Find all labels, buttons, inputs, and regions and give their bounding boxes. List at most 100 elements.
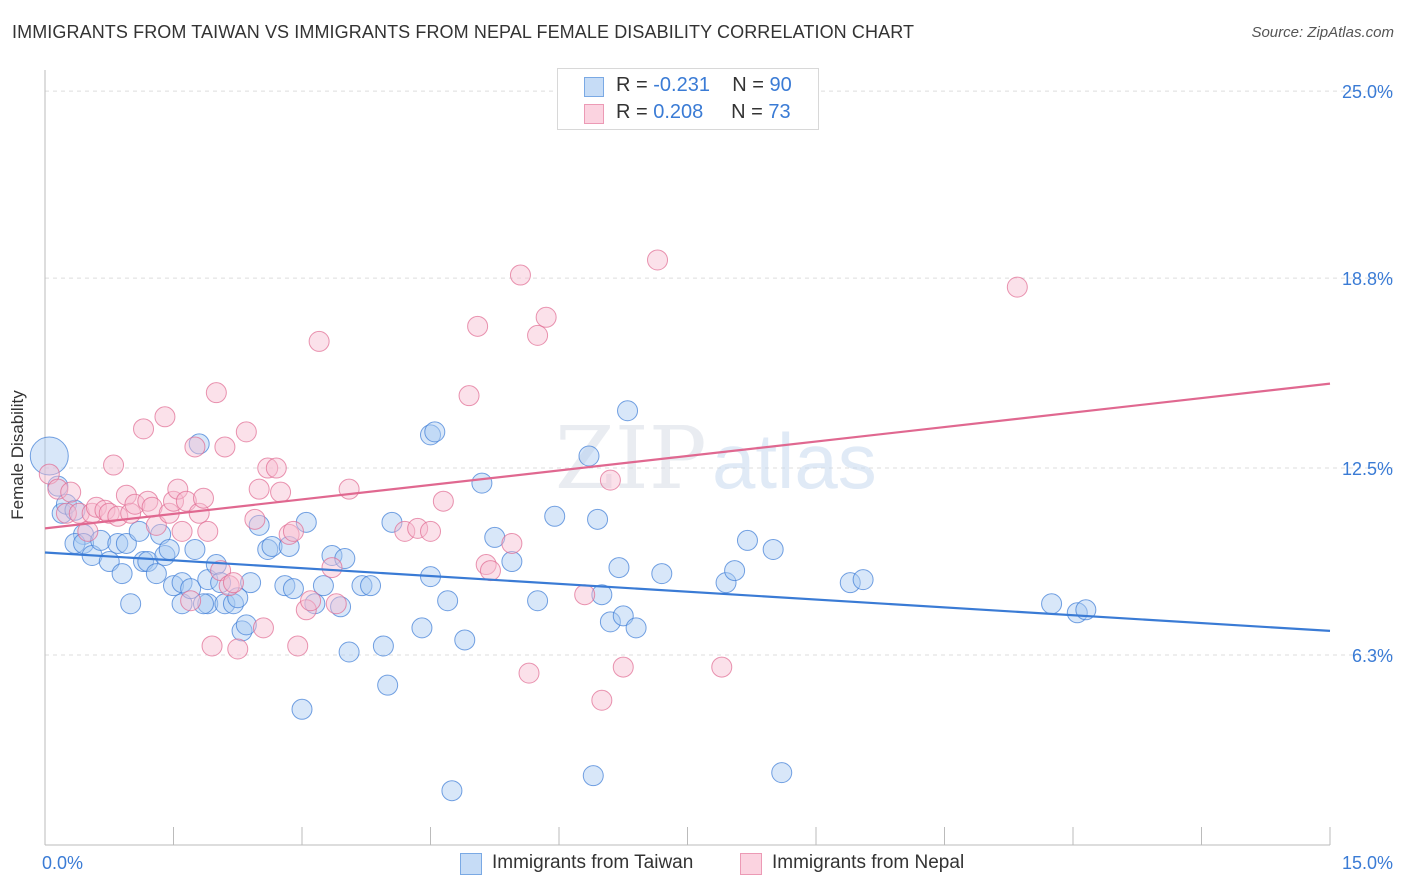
data-point xyxy=(437,590,459,612)
x-tick-label: 0.0% xyxy=(42,853,83,873)
series-nepal xyxy=(38,249,1028,711)
data-point xyxy=(1006,276,1028,298)
data-point xyxy=(599,611,621,633)
legend-label-nepal: Immigrants from Nepal xyxy=(772,852,965,873)
data-point xyxy=(291,698,313,720)
data-point xyxy=(188,433,210,455)
tick-labels: 6.3% 12.5% 18.8% 25.0% 0.0% 15.0% xyxy=(42,82,1393,873)
data-point xyxy=(128,520,150,542)
data-point xyxy=(278,523,300,545)
data-point xyxy=(467,315,489,337)
gridlines xyxy=(45,90,1395,656)
data-point xyxy=(73,532,95,554)
data-point xyxy=(201,635,223,657)
trend-line xyxy=(44,382,1331,530)
r-label: R = xyxy=(616,74,654,96)
data-point xyxy=(715,572,737,594)
data-point xyxy=(282,520,304,542)
y-tick-label: 12.5% xyxy=(1342,459,1393,479)
n-value-taiwan: 90 xyxy=(769,74,792,96)
data-point xyxy=(599,469,621,491)
data-point xyxy=(295,511,317,533)
data-point xyxy=(192,487,214,509)
data-point xyxy=(325,593,347,615)
data-point xyxy=(257,457,279,479)
data-point xyxy=(651,563,673,585)
data-point xyxy=(244,508,266,530)
data-point xyxy=(617,400,639,422)
data-point xyxy=(205,382,227,404)
data-point xyxy=(214,436,236,458)
data-point xyxy=(736,529,758,551)
data-point xyxy=(724,560,746,582)
data-point xyxy=(180,578,202,600)
data-point xyxy=(210,572,232,594)
data-point xyxy=(471,472,493,494)
data-point xyxy=(612,656,634,678)
data-point xyxy=(578,445,600,467)
data-point xyxy=(137,551,159,573)
data-point xyxy=(29,436,69,476)
data-point xyxy=(647,249,669,271)
data-point xyxy=(133,551,155,573)
data-point xyxy=(587,508,609,530)
data-point xyxy=(154,406,176,428)
data-point xyxy=(257,538,279,560)
y-tick-label: 6.3% xyxy=(1352,646,1393,666)
data-point xyxy=(407,517,429,539)
data-point xyxy=(103,454,125,476)
data-point xyxy=(501,532,523,554)
data-point xyxy=(218,575,240,597)
data-point xyxy=(338,641,360,663)
data-point xyxy=(420,520,441,542)
data-point xyxy=(235,614,257,636)
data-point xyxy=(240,572,262,594)
data-point xyxy=(55,502,77,524)
data-point xyxy=(270,481,292,503)
data-point xyxy=(1041,593,1063,615)
data-point xyxy=(591,689,613,711)
data-point xyxy=(518,662,540,684)
data-point xyxy=(94,499,116,521)
data-point xyxy=(381,511,403,533)
data-point xyxy=(308,330,330,352)
data-point xyxy=(282,578,304,600)
data-point xyxy=(527,590,549,612)
n-label: N = xyxy=(732,74,770,96)
data-point xyxy=(90,529,112,551)
data-point xyxy=(312,575,334,597)
series-taiwan xyxy=(29,400,1097,802)
r-label: R = xyxy=(616,101,654,123)
data-point xyxy=(98,502,120,524)
data-point xyxy=(330,596,352,618)
watermark-zip: ZIP xyxy=(555,409,707,509)
data-point xyxy=(711,656,733,678)
data-point xyxy=(300,590,322,612)
data-point xyxy=(334,548,356,570)
data-point xyxy=(115,532,137,554)
data-point xyxy=(424,421,446,443)
y-tick-label: 25.0% xyxy=(1342,82,1393,102)
legend-swatch-taiwan xyxy=(584,77,604,97)
data-point xyxy=(167,478,189,500)
data-point xyxy=(235,421,257,443)
data-point xyxy=(60,481,82,503)
data-point xyxy=(544,505,566,527)
data-point xyxy=(77,520,99,542)
data-point xyxy=(197,520,219,542)
data-point xyxy=(475,554,497,576)
data-point xyxy=(527,324,549,346)
data-point xyxy=(582,765,604,787)
n-value-nepal: 73 xyxy=(768,101,791,123)
data-point xyxy=(411,617,433,639)
data-point xyxy=(68,502,90,524)
r-value-nepal: 0.208 xyxy=(653,101,704,123)
data-point xyxy=(574,584,596,606)
data-point xyxy=(535,306,557,328)
data-point xyxy=(625,617,647,639)
data-point xyxy=(771,762,793,784)
data-point xyxy=(163,575,184,597)
data-point xyxy=(252,617,274,639)
chart-title: IMMIGRANTS FROM TAIWAN VS IMMIGRANTS FRO… xyxy=(12,22,915,42)
